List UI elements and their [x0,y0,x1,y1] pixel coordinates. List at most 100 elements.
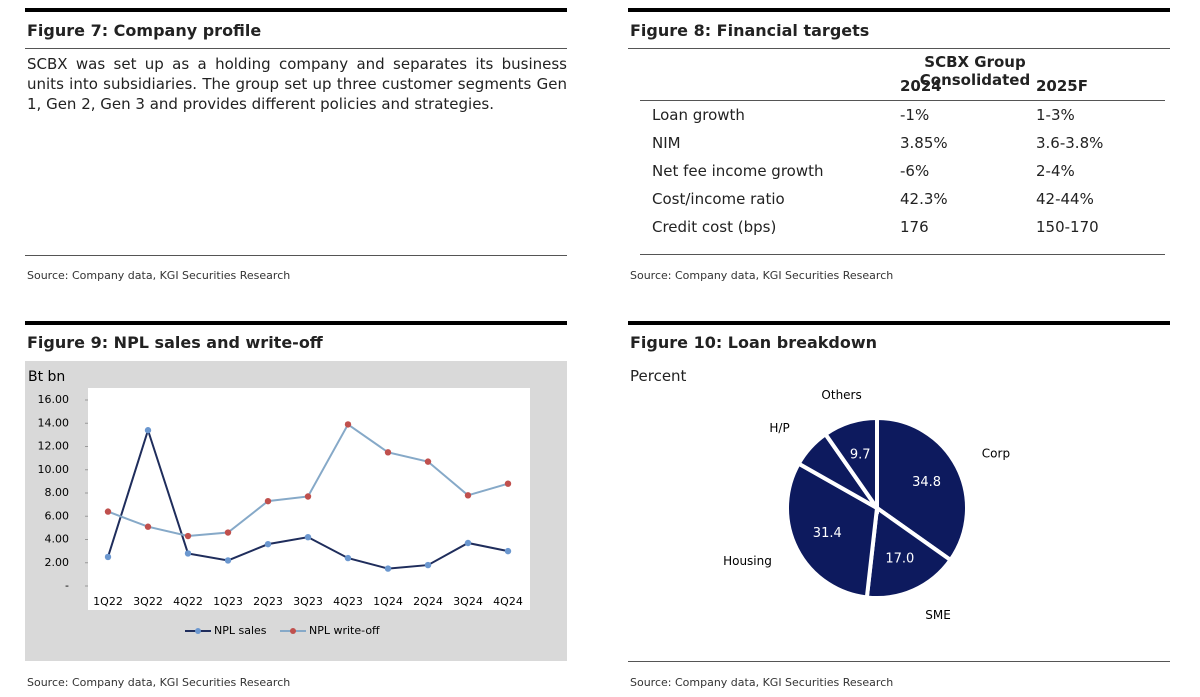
x-tick-label: 4Q24 [493,595,523,608]
data-point [464,492,472,499]
data-point [384,449,392,456]
figure-title: Figure 9: NPL sales and write-off [27,333,323,352]
table-cell: 3.6-3.8% [1036,134,1104,152]
source: Source: Company data, KGI Securities Res… [630,269,894,282]
rule [25,8,567,12]
figure-title: Figure 10: Loan breakdown [630,333,877,352]
row-label: Credit cost (bps) [652,218,777,236]
category-label: H/P [769,421,789,435]
subtitle: Percent [630,367,687,385]
data-point [304,533,312,541]
table-cell: 150-170 [1036,218,1099,236]
source: Source: Company data, KGI Securities Res… [27,269,291,282]
group-header: SCBX Group Consolidated [919,53,1031,89]
value-label: 31.4 [813,526,842,541]
data-point [424,458,432,465]
source: Source: Company data, KGI Securities Res… [27,676,291,689]
y-tick-label: 6.00 [45,509,70,522]
rule [628,661,1170,662]
row-label: Net fee income growth [652,162,824,180]
category-label: Others [821,388,861,402]
x-tick-label: 1Q24 [373,595,403,608]
source: Source: Company data, KGI Securities Res… [630,676,894,689]
column-header: 2024 [900,77,942,95]
y-tick-label: 16.00 [38,393,70,406]
rule [628,321,1170,325]
line-chart: Bt bn - 2.00 4.00 6.00 8.00 10.00 12.00 14.00 16… [25,361,567,661]
category-label: Housing [723,554,772,568]
rule [640,100,1165,101]
data-point [224,557,232,564]
row-label: Loan growth [652,106,745,124]
x-tick-label: 1Q22 [93,595,123,608]
pie-slice [875,415,969,563]
figure-title: Figure 8: Financial targets [630,21,870,40]
row-label: NIM [652,134,681,152]
x-tick-label: 3Q24 [453,595,483,608]
data-point [504,547,512,555]
y-tick-label: 10.00 [38,463,70,476]
rule [25,321,567,325]
value-label: 17.0 [885,551,914,566]
rule [640,254,1165,255]
rule [25,48,567,49]
x-tick-label: 4Q23 [333,595,363,608]
y-tick-label: 14.00 [38,416,70,429]
table-cell: -6% [900,162,930,180]
data-point [144,523,152,530]
y-tick-label: 8.00 [45,486,70,499]
data-point [184,532,192,540]
pie-slice [822,415,879,515]
table-cell: 2-4% [1036,162,1075,180]
table-cell: -1% [900,106,930,124]
y-tick-label: 4.00 [45,533,70,546]
data-point [184,550,192,557]
pie-slice [864,504,954,600]
y-tick-label: 12.00 [38,440,70,453]
data-point [224,529,232,536]
paragraph: SCBX was set up as a holding company and… [27,55,567,113]
value-label: 34.8 [912,475,941,490]
rule [628,48,1170,49]
category-label: SME [925,608,951,620]
table-cell: 1-3% [1036,106,1075,124]
data-point [104,553,112,561]
pie-chart: 34.8 Corp 17.0 SME 31.4 Housing H/P 9.7 Others [723,388,1010,620]
data-point [344,421,352,428]
data-point [424,561,432,569]
rule [25,255,567,256]
table-cell: 3.85% [900,134,948,152]
data-point [504,480,512,487]
figure-title: Figure 7: Company profile [27,21,262,40]
legend-marker [195,628,201,634]
data-point [264,540,272,548]
y-axis-label: Bt bn [28,369,65,385]
column-header: 2025F [1036,77,1088,95]
x-tick-label: 2Q23 [253,595,283,608]
row-label: Cost/income ratio [652,190,785,208]
data-point [344,554,352,562]
data-point [304,493,312,500]
y-tick-label: 2.00 [45,556,70,569]
table-cell: 176 [900,218,929,236]
legend-label: NPL write-off [309,624,380,637]
x-tick-label: 2Q24 [413,595,443,608]
y-tick-label: - [65,579,69,592]
table-cell: 42-44% [1036,190,1094,208]
x-tick-label: 4Q22 [173,595,203,608]
data-point [144,427,152,434]
x-tick-label: 3Q23 [293,595,323,608]
x-tick-label: 3Q22 [133,595,163,608]
rule [628,8,1170,12]
legend-marker [290,628,296,634]
category-label: Corp [982,446,1010,460]
table-cell: 42.3% [900,190,948,208]
legend-label: NPL sales [214,624,267,637]
data-point [104,508,112,515]
data-point [264,497,272,505]
x-tick-label: 1Q23 [213,595,243,608]
data-point [464,539,472,547]
value-label: 9.7 [850,447,871,462]
data-point [384,565,392,572]
